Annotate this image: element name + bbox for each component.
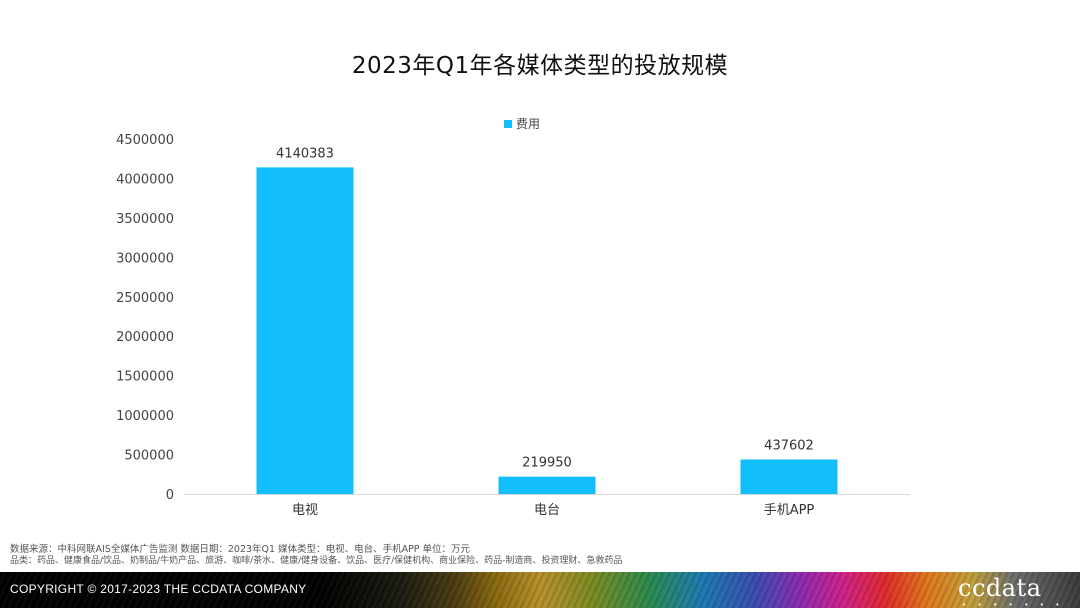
- legend-swatch: [504, 120, 512, 128]
- x-tick-label: 手机APP: [764, 503, 815, 518]
- y-tick-label: 2500000: [116, 291, 174, 306]
- y-tick-label: 3500000: [116, 212, 174, 227]
- y-tick-label: 1000000: [116, 409, 174, 424]
- y-tick-label: 4000000: [116, 172, 174, 187]
- chart-title: 2023年Q1年各媒体类型的投放规模: [351, 53, 729, 79]
- ccdata-logo: ccdata: [958, 574, 1042, 602]
- y-tick-label: 500000: [124, 449, 174, 464]
- copyright-text: COPYRIGHT © 2017-2023 THE CCDATA COMPANY: [10, 582, 307, 596]
- data-label: 437602: [764, 438, 814, 453]
- data-label: 4140383: [276, 146, 334, 161]
- bar: [498, 476, 596, 494]
- data-source-note: 数据来源：中科网联AIS全媒体广告监测 数据日期：2023年Q1 媒体类型：电视…: [10, 544, 471, 555]
- data-label: 219950: [522, 456, 572, 471]
- logo-dots: • • • • • • •: [962, 601, 1065, 608]
- bar-chart: 0 500000 1000000 1500000 2000000 2500000 30000…: [116, 117, 910, 518]
- x-tick-label: 电台: [534, 503, 560, 518]
- x-tick-label: 电视: [292, 503, 318, 518]
- y-tick-label: 1500000: [116, 370, 174, 385]
- y-tick-label: 2000000: [116, 330, 174, 345]
- y-tick-label: 0: [166, 488, 174, 503]
- category-note: 品类：药品、健康食品/饮品、奶制品/牛奶产品、旅游、咖啡/茶水、健康/健身设备、…: [10, 556, 623, 566]
- footer-banner: COPYRIGHT © 2017-2023 THE CCDATA COMPANY…: [0, 572, 1080, 608]
- y-tick-label: 3000000: [116, 251, 174, 266]
- legend-label: 费用: [516, 117, 540, 131]
- bar: [256, 167, 354, 494]
- y-tick-label: 4500000: [116, 133, 174, 148]
- bar: [740, 459, 838, 494]
